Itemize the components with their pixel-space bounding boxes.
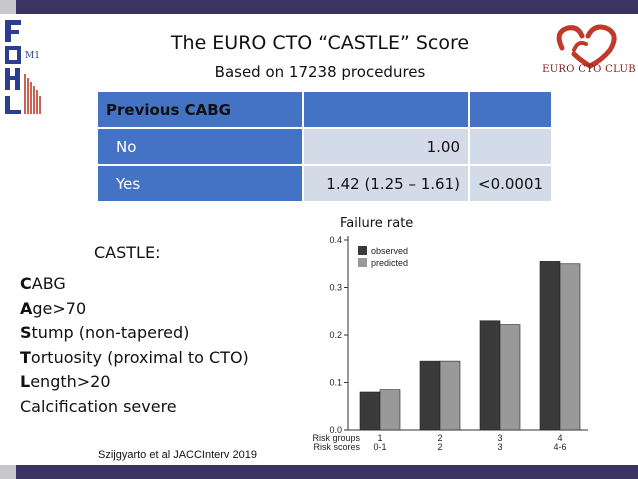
list-item: CABG <box>20 274 66 293</box>
top-bar-accent <box>0 0 16 14</box>
table-row: No 1.00 <box>98 129 552 164</box>
risk-score-label: 3 <box>497 442 502 452</box>
x-tick-label: 3 <box>497 433 502 443</box>
legend-label-observed: observed <box>371 246 408 256</box>
list-item: Length>20 <box>20 372 111 391</box>
row-p-value <box>470 129 552 164</box>
club-name: EURO CTO CLUB <box>542 64 636 75</box>
legend-swatch-predicted <box>358 258 367 267</box>
row-label-risk-groups: Risk groups <box>312 433 360 443</box>
castle-list: CABG Age>70 Stump (non-tapered) Tortuosi… <box>20 272 249 419</box>
row-label: No <box>98 129 302 164</box>
citation: Szijgyarto et al JACCInterv 2019 <box>98 449 257 461</box>
row-label: Yes <box>98 166 302 201</box>
bar-observed <box>479 320 501 431</box>
bar-predicted <box>499 324 521 431</box>
x-tick-label: 1 <box>377 433 382 443</box>
list-item: Age>70 <box>20 298 87 318</box>
table-header-cell <box>304 92 468 127</box>
chart-title: Failure rate <box>340 216 414 231</box>
hospital-logo: M1 <box>5 20 41 114</box>
top-bar <box>0 0 638 14</box>
list-item: Stump (non-tapered) <box>20 323 190 342</box>
bar-predicted <box>379 389 401 431</box>
bar-observed <box>419 360 441 431</box>
bar-predicted <box>439 360 461 431</box>
row-value: 1.00 <box>304 129 468 164</box>
bar-observed <box>359 391 381 431</box>
x-tick-label: 2 <box>437 433 442 443</box>
odds-table: Previous CABG No 1.00 Yes 1.42 (1.25 – 1… <box>96 90 553 203</box>
y-tick-label: 0.4 <box>329 235 342 245</box>
x-tick-label: 4 <box>557 433 562 443</box>
y-tick-label: 0.1 <box>329 378 342 388</box>
table-row: Yes 1.42 (1.25 – 1.61) <0.0001 <box>98 166 552 201</box>
castle-heading: CASTLE: <box>94 243 161 262</box>
page-title: The EURO CTO “CASTLE” Score <box>170 32 470 54</box>
bar-observed <box>539 261 561 431</box>
row-label-risk-scores: Risk scores <box>313 442 360 452</box>
y-tick-label: 0.2 <box>329 330 342 340</box>
y-tick-label: 0.0 <box>329 425 342 435</box>
legend-swatch-observed <box>358 246 367 255</box>
bar-predicted <box>559 263 581 431</box>
page-subtitle: Based on 17238 procedures <box>214 63 426 81</box>
table-header-row: Previous CABG <box>98 92 552 127</box>
row-p-value: <0.0001 <box>470 166 552 201</box>
list-item: Tortuosity (proximal to CTO) <box>20 347 249 367</box>
risk-score-label: 2 <box>437 442 442 452</box>
euro-cto-club-logo: EURO CTO CLUB <box>540 14 638 84</box>
table-header-cell: Previous CABG <box>98 92 302 127</box>
risk-score-label: 4-6 <box>553 442 566 452</box>
y-tick-label: 0.3 <box>329 283 342 293</box>
risk-score-label: 0-1 <box>373 442 386 452</box>
failure-rate-chart: 0.0 0.1 0.2 0.3 0.4 10-1 22 33 44-6 Risk groupsRi… <box>312 235 588 452</box>
legend-label-predicted: predicted <box>371 258 408 268</box>
bottom-bar-accent <box>0 465 16 479</box>
bottom-bar <box>0 465 638 479</box>
table-header-cell <box>470 92 552 127</box>
row-value: 1.42 (1.25 – 1.61) <box>304 166 468 201</box>
heart-icon <box>556 24 617 69</box>
left-logo-text: M1 <box>25 51 40 61</box>
list-item: Calcification severe <box>20 396 177 416</box>
